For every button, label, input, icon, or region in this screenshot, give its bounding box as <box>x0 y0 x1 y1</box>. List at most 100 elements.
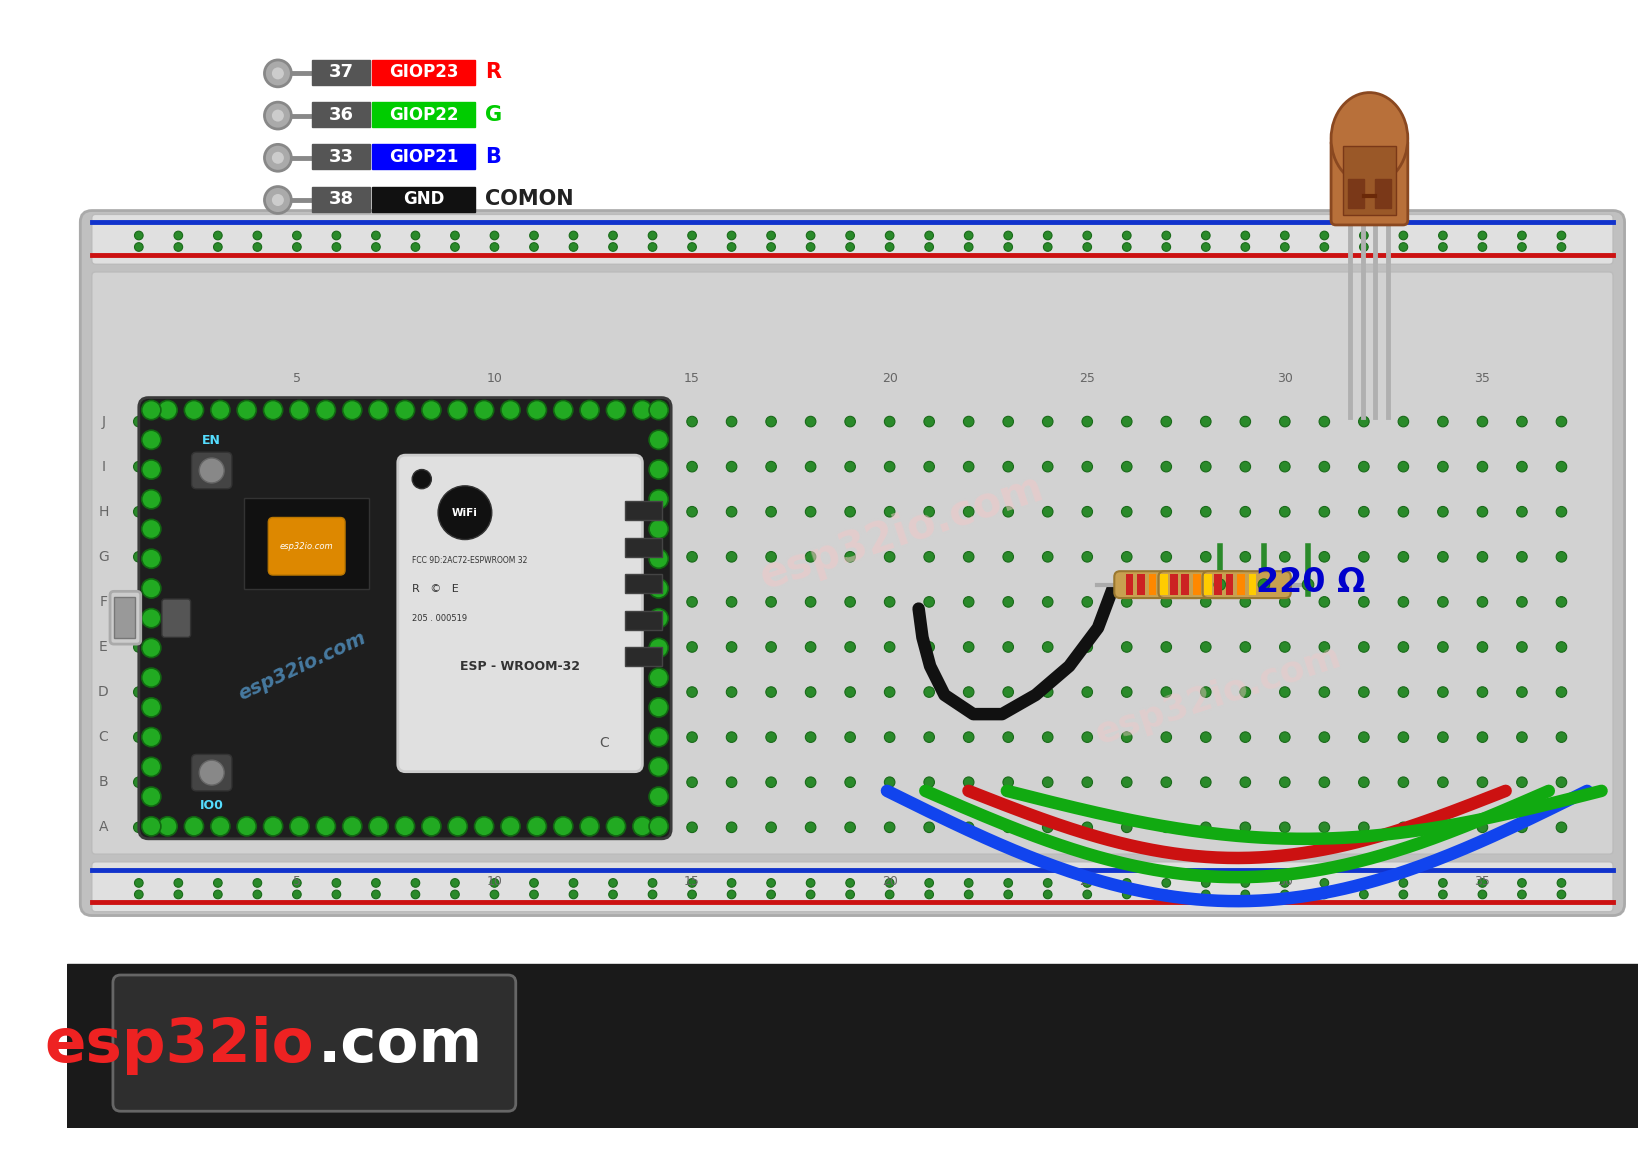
FancyBboxPatch shape <box>92 862 1613 911</box>
Circle shape <box>272 151 285 165</box>
Circle shape <box>924 416 934 427</box>
Circle shape <box>1002 416 1014 427</box>
Circle shape <box>608 462 618 472</box>
Circle shape <box>1042 687 1053 697</box>
Circle shape <box>726 687 737 697</box>
Circle shape <box>1122 243 1132 251</box>
Circle shape <box>649 890 657 899</box>
Circle shape <box>1122 687 1132 697</box>
Circle shape <box>1477 416 1487 427</box>
Circle shape <box>529 732 539 742</box>
Circle shape <box>1083 462 1093 472</box>
Circle shape <box>845 243 855 251</box>
Circle shape <box>449 401 467 419</box>
FancyBboxPatch shape <box>1332 138 1407 225</box>
Circle shape <box>649 817 668 836</box>
Circle shape <box>141 608 161 628</box>
Circle shape <box>290 817 310 836</box>
Circle shape <box>157 401 177 419</box>
Circle shape <box>316 401 336 419</box>
Circle shape <box>529 232 539 240</box>
Text: 205 . 000519: 205 . 000519 <box>413 614 467 623</box>
Circle shape <box>1319 462 1330 472</box>
Circle shape <box>490 416 500 427</box>
Circle shape <box>1517 552 1527 562</box>
Circle shape <box>501 401 521 419</box>
Circle shape <box>1518 879 1527 887</box>
Circle shape <box>411 243 419 251</box>
Circle shape <box>924 776 934 788</box>
Circle shape <box>688 243 696 251</box>
Circle shape <box>1004 879 1012 887</box>
Circle shape <box>333 232 341 240</box>
Circle shape <box>1161 597 1171 607</box>
Circle shape <box>1240 732 1250 742</box>
Text: GIOP21: GIOP21 <box>388 147 459 166</box>
Circle shape <box>1242 243 1250 251</box>
Circle shape <box>1083 732 1093 742</box>
Circle shape <box>649 490 668 509</box>
Circle shape <box>568 732 578 742</box>
FancyBboxPatch shape <box>372 60 475 85</box>
Circle shape <box>1002 687 1014 697</box>
Circle shape <box>141 460 161 479</box>
Circle shape <box>726 823 737 833</box>
FancyBboxPatch shape <box>1160 574 1168 596</box>
Circle shape <box>252 642 262 652</box>
Circle shape <box>1319 416 1330 427</box>
Circle shape <box>1477 823 1487 833</box>
Circle shape <box>410 776 421 788</box>
FancyBboxPatch shape <box>1137 574 1145 596</box>
Text: FCC 9D:2AC72-ESPWROOM 32: FCC 9D:2AC72-ESPWROOM 32 <box>413 556 527 566</box>
Circle shape <box>213 776 223 788</box>
Circle shape <box>1042 597 1053 607</box>
Circle shape <box>1319 687 1330 697</box>
Circle shape <box>1002 507 1014 517</box>
Circle shape <box>686 776 698 788</box>
FancyBboxPatch shape <box>313 187 370 212</box>
Circle shape <box>1477 462 1487 472</box>
FancyBboxPatch shape <box>110 591 141 644</box>
Circle shape <box>490 597 500 607</box>
Circle shape <box>238 817 256 836</box>
FancyBboxPatch shape <box>1202 571 1291 598</box>
Circle shape <box>264 103 292 129</box>
Circle shape <box>568 879 578 887</box>
Circle shape <box>647 823 658 833</box>
Circle shape <box>450 776 460 788</box>
Circle shape <box>568 552 578 562</box>
Circle shape <box>726 776 737 788</box>
Circle shape <box>490 890 500 899</box>
Circle shape <box>1556 416 1566 427</box>
Circle shape <box>1279 776 1291 788</box>
Circle shape <box>963 597 975 607</box>
Circle shape <box>1360 232 1368 240</box>
Circle shape <box>1202 243 1210 251</box>
Circle shape <box>647 687 658 697</box>
Circle shape <box>647 552 658 562</box>
Circle shape <box>134 879 143 887</box>
Circle shape <box>238 401 256 419</box>
Text: R   ©   E: R © E <box>413 584 459 594</box>
Circle shape <box>608 507 618 517</box>
Circle shape <box>331 552 342 562</box>
Circle shape <box>649 243 657 251</box>
Circle shape <box>686 642 698 652</box>
Circle shape <box>1556 552 1566 562</box>
FancyBboxPatch shape <box>244 499 369 590</box>
Circle shape <box>134 687 144 697</box>
Circle shape <box>410 416 421 427</box>
Circle shape <box>1558 243 1566 251</box>
Circle shape <box>450 687 460 697</box>
Circle shape <box>450 890 459 899</box>
Circle shape <box>1556 507 1566 517</box>
FancyBboxPatch shape <box>1225 574 1233 596</box>
Circle shape <box>1477 890 1487 899</box>
Circle shape <box>411 879 419 887</box>
Circle shape <box>1002 552 1014 562</box>
Text: I: I <box>102 460 105 473</box>
Circle shape <box>568 597 578 607</box>
Circle shape <box>1240 507 1250 517</box>
Circle shape <box>632 401 652 419</box>
Circle shape <box>1517 776 1527 788</box>
